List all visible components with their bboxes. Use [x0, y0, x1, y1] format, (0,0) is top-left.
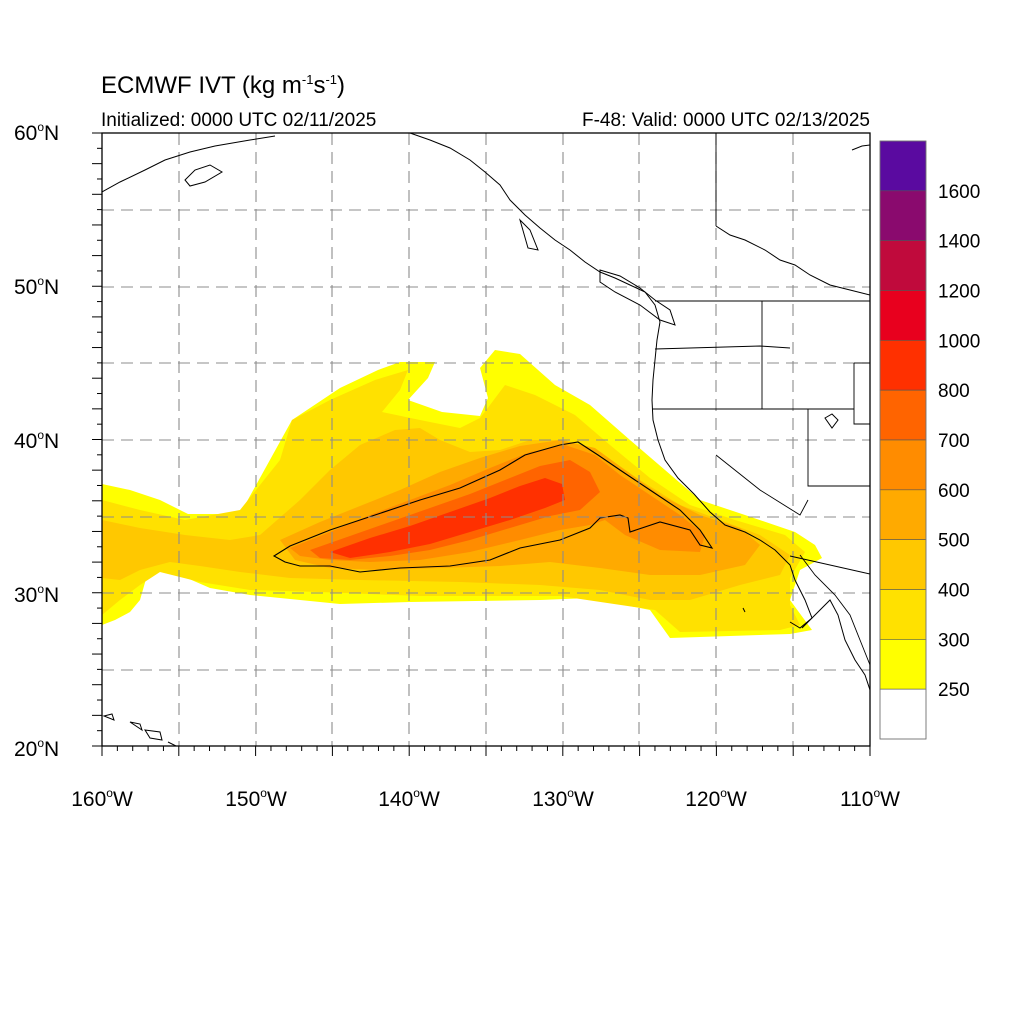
colorbar-label: 500: [938, 531, 970, 552]
initialized-time: Initialized: 0000 UTC 02/11/2025: [101, 110, 377, 131]
colorbar-label: 1400: [938, 232, 980, 253]
colorbar-swatch: [879, 539, 927, 590]
ivt-300-region: [102, 370, 805, 632]
ivt-400-region: [102, 428, 790, 600]
ivt-shading: [102, 133, 870, 746]
ivt-700-region: [310, 460, 600, 560]
colorbar-label: 600: [938, 481, 970, 502]
axis-ticks: [92, 132, 871, 756]
colorbar-swatch: [879, 140, 927, 192]
colorbar-swatch: [879, 340, 927, 391]
colorbar-label: 250: [938, 680, 970, 701]
colorbar-label: 300: [938, 630, 970, 651]
colorbar: [879, 140, 927, 740]
colorbar-label: 1000: [938, 331, 980, 352]
colorbar-swatch: [879, 589, 927, 640]
lat-label-60: 60oN: [14, 120, 60, 145]
graticule: [102, 133, 870, 746]
lat-label-40: 40oN: [14, 428, 60, 453]
colorbar-swatch: [879, 439, 927, 491]
coastlines: [102, 133, 870, 746]
colorbar-label: 800: [938, 381, 970, 402]
ivt-800-region: [330, 478, 565, 558]
colorbar-swatch: [879, 688, 927, 740]
colorbar-swatch: [879, 639, 927, 690]
lat-label-50: 50oN: [14, 274, 60, 299]
borders: [652, 133, 870, 666]
lat-label-20: 20oN: [14, 736, 60, 761]
lon-label-160w: 160oW: [71, 786, 133, 811]
lon-label-150w: 150oW: [225, 786, 287, 811]
colorbar-label: 700: [938, 431, 970, 452]
ivt-contour-line: [272, 441, 714, 573]
valid-time: F-48: Valid: 0000 UTC 02/13/2025: [582, 110, 870, 131]
lon-label-110w: 110oW: [840, 786, 900, 811]
lat-label-30: 30oN: [14, 582, 60, 607]
map-title: ECMWF IVT (kg m-1s-1): [101, 72, 346, 99]
colorbar-swatch: [879, 240, 927, 291]
lon-label-140w: 140oW: [378, 786, 440, 811]
lon-label-130w: 130oW: [532, 786, 594, 811]
colorbar-frame: [879, 140, 927, 740]
colorbar-swatch: [879, 389, 927, 441]
ivt-250-region: [102, 350, 822, 638]
colorbar-label: 1600: [938, 182, 980, 203]
colorbar-swatch: [879, 489, 927, 540]
colorbar-swatch: [879, 190, 927, 241]
colorbar-swatch: [879, 290, 927, 341]
lon-label-120w: 120oW: [685, 786, 747, 811]
colorbar-label: 1200: [938, 282, 980, 303]
map-frame: [101, 132, 871, 747]
ivt-600-region: [290, 445, 705, 562]
ivt-500-region: [280, 440, 760, 575]
colorbar-labels: 1600 1400 1200 1000 800 700 600 500 400 300 250: [938, 182, 980, 701]
colorbar-label: 400: [938, 581, 970, 602]
